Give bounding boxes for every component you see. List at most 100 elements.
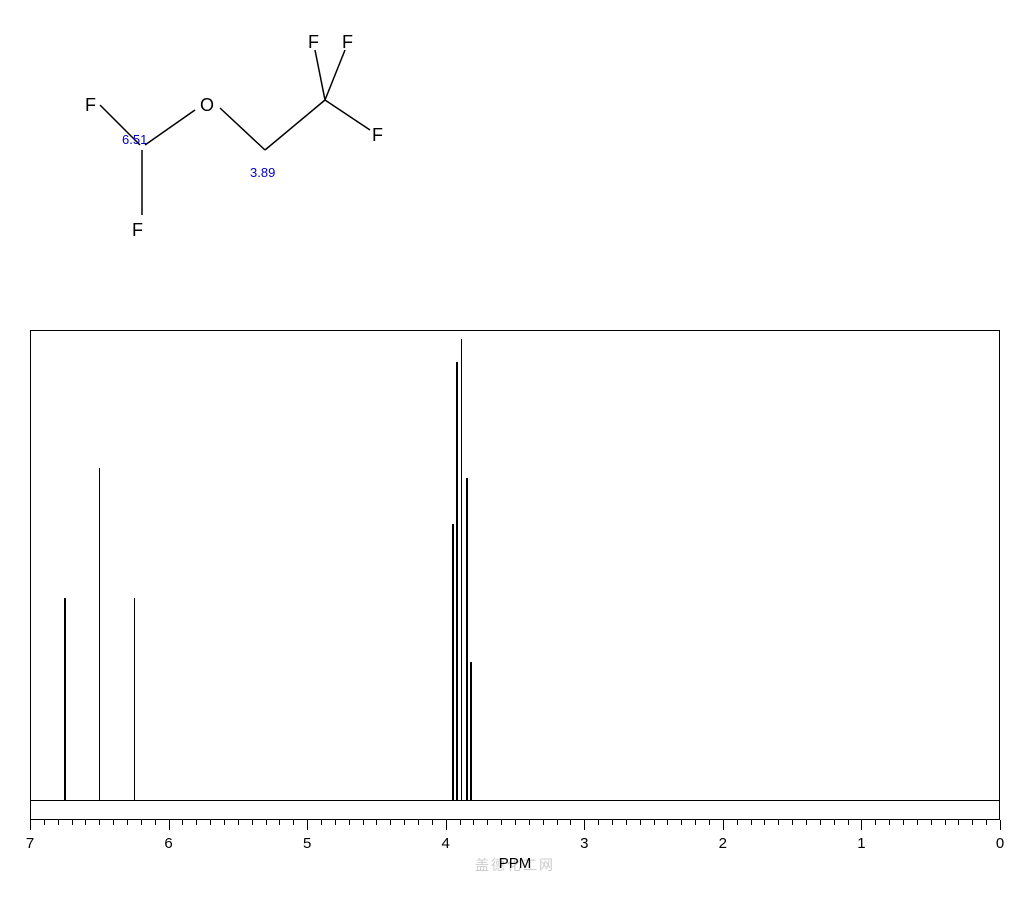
tick-minor [293, 820, 294, 825]
tick-minor [363, 820, 364, 825]
tick-label: 3 [580, 835, 588, 852]
tick-label: 7 [26, 835, 34, 852]
spectrum-baseline [31, 800, 999, 801]
tick-minor [570, 820, 571, 825]
tick-minor [598, 820, 599, 825]
tick-minor [460, 820, 461, 825]
tick-minor [238, 820, 239, 825]
spectrum-peak [456, 362, 458, 801]
tick-label: 1 [857, 835, 865, 852]
tick-minor [155, 820, 156, 825]
tick-minor [945, 820, 946, 825]
nmr-spectrum: 76543210 盖德化工网 PPM [30, 330, 1000, 870]
tick-major [584, 820, 585, 830]
tick-minor [473, 820, 474, 825]
tick-minor [85, 820, 86, 825]
molecule-svg [50, 20, 400, 300]
tick-minor [418, 820, 419, 825]
atom-label: F [85, 95, 96, 116]
tick-minor [515, 820, 516, 825]
tick-minor [529, 820, 530, 825]
tick-major [1000, 820, 1001, 830]
tick-minor [349, 820, 350, 825]
spectrum-peak [64, 598, 66, 801]
tick-minor [404, 820, 405, 825]
tick-minor [141, 820, 142, 825]
atom-label: F [132, 220, 143, 241]
tick-minor [820, 820, 821, 825]
tick-minor [640, 820, 641, 825]
tick-minor [778, 820, 779, 825]
tick-minor [543, 820, 544, 825]
atom-label: O [200, 95, 214, 116]
tick-minor [751, 820, 752, 825]
tick-minor [72, 820, 73, 825]
tick-minor [612, 820, 613, 825]
tick-minor [986, 820, 987, 825]
tick-major [861, 820, 862, 830]
tick-minor [224, 820, 225, 825]
atom-label: F [308, 32, 319, 53]
tick-major [446, 820, 447, 830]
tick-major [30, 820, 31, 830]
tick-minor [196, 820, 197, 825]
tick-minor [958, 820, 959, 825]
tick-minor [279, 820, 280, 825]
tick-minor [626, 820, 627, 825]
spectrum-peak [99, 468, 101, 801]
chemical-shift-label: 6.51 [122, 132, 147, 147]
tick-minor [335, 820, 336, 825]
tick-minor [182, 820, 183, 825]
tick-minor [113, 820, 114, 825]
spectrum-peak [466, 478, 468, 801]
tick-minor [792, 820, 793, 825]
spectrum-peak [461, 339, 463, 801]
spectrum-peak [452, 524, 454, 801]
molecule-structure: F F O F F F 6.51 3.89 [50, 20, 400, 300]
tick-minor [99, 820, 100, 825]
tick-minor [917, 820, 918, 825]
atom-label: F [342, 32, 353, 53]
tick-label: 5 [303, 835, 311, 852]
tick-minor [557, 820, 558, 825]
tick-minor [834, 820, 835, 825]
x-axis-title: PPM [499, 855, 532, 872]
tick-minor [390, 820, 391, 825]
tick-minor [737, 820, 738, 825]
tick-minor [432, 820, 433, 825]
tick-minor [681, 820, 682, 825]
tick-minor [487, 820, 488, 825]
tick-minor [709, 820, 710, 825]
tick-minor [654, 820, 655, 825]
tick-minor [210, 820, 211, 825]
tick-major [723, 820, 724, 830]
spectrum-frame [30, 330, 1000, 820]
spectrum-peak [134, 598, 136, 801]
tick-major [169, 820, 170, 830]
tick-minor [667, 820, 668, 825]
tick-minor [501, 820, 502, 825]
tick-major [307, 820, 308, 830]
tick-minor [695, 820, 696, 825]
tick-minor [44, 820, 45, 825]
tick-label: 6 [164, 835, 172, 852]
tick-minor [875, 820, 876, 825]
tick-minor [321, 820, 322, 825]
tick-minor [764, 820, 765, 825]
tick-minor [127, 820, 128, 825]
tick-minor [806, 820, 807, 825]
tick-minor [266, 820, 267, 825]
spectrum-peak [470, 662, 472, 801]
tick-label: 2 [719, 835, 727, 852]
tick-label: 0 [996, 835, 1004, 852]
tick-minor [972, 820, 973, 825]
tick-minor [889, 820, 890, 825]
atom-label: F [372, 125, 383, 146]
tick-minor [903, 820, 904, 825]
chemical-shift-label: 3.89 [250, 165, 275, 180]
tick-label: 4 [442, 835, 450, 852]
tick-minor [252, 820, 253, 825]
tick-minor [58, 820, 59, 825]
tick-minor [931, 820, 932, 825]
tick-minor [376, 820, 377, 825]
